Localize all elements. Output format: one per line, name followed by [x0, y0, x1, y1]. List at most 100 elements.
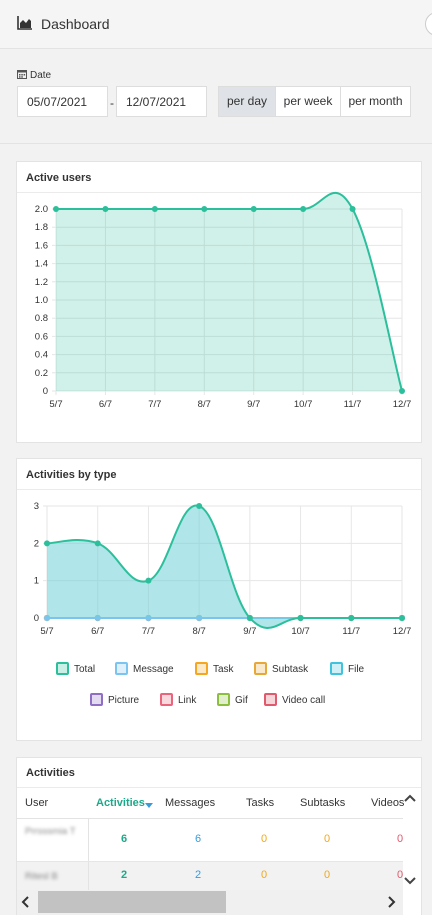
table-row[interactable]: [17, 819, 403, 862]
y-tick-label: 3: [34, 501, 39, 512]
legend-label: Link: [178, 695, 197, 706]
x-tick-label: 8/7: [198, 399, 211, 410]
legend-swatch: [330, 662, 343, 675]
legend-item[interactable]: Message: [115, 662, 174, 675]
data-point: [94, 540, 101, 547]
scroll-down-icon[interactable]: [404, 874, 416, 886]
series-area: [47, 505, 402, 628]
legend-item[interactable]: Link: [160, 693, 196, 706]
scroll-left-icon[interactable]: [20, 896, 32, 908]
page-header: Dashboard: [0, 0, 432, 49]
legend-label: File: [348, 664, 365, 675]
activities-title: Activities: [26, 767, 75, 779]
activities-by-type-chart: 3 2 1 05/7 6/7 7/7 8/7 9/7 10/7 11/7 12/7: [34, 501, 412, 637]
sort-desc-icon[interactable]: [145, 803, 153, 808]
per-day-button[interactable]: per day: [218, 86, 276, 117]
y-tick-label: 0.4: [35, 350, 48, 361]
y-tick-label: 0.8: [35, 313, 48, 324]
data-point: [196, 503, 203, 509]
legend-item[interactable]: Gif: [217, 693, 248, 706]
scroll-right-icon[interactable]: [385, 896, 397, 908]
area-chart-icon: [17, 16, 33, 33]
legend-item[interactable]: Video call: [264, 693, 325, 706]
legend-swatch: [254, 662, 267, 675]
legend-item[interactable]: File: [330, 662, 364, 675]
x-tick-label: 5/7: [49, 399, 62, 410]
data-point: [250, 206, 257, 212]
cell-subtasks: 0: [323, 833, 331, 845]
cell-videos: 0: [396, 833, 404, 845]
legend-swatch: [264, 693, 277, 706]
y-tick-label: 1.8: [35, 222, 48, 233]
date-label-text: Date: [30, 70, 52, 81]
per-week-button[interactable]: per week: [275, 86, 341, 117]
x-tick-label: 10/7: [291, 626, 310, 637]
divider: [0, 143, 432, 144]
card-divider: [17, 192, 421, 193]
legend-label: Picture: [108, 695, 140, 706]
calendar-icon: [17, 70, 27, 79]
data-point: [246, 615, 253, 621]
y-tick-label: 1.0: [35, 295, 48, 306]
date-from-input[interactable]: 05/07/2021: [17, 86, 108, 117]
scroll-up-icon[interactable]: [404, 793, 416, 805]
table-header-divider: [17, 818, 403, 819]
cell-tasks: 0: [260, 833, 268, 845]
column-header-activities[interactable]: Activities: [96, 797, 145, 809]
data-point: [300, 206, 307, 212]
x-tick-label: 7/7: [148, 399, 161, 410]
date-to-input[interactable]: 12/07/2021: [116, 86, 207, 117]
column-header-messages[interactable]: Messages: [165, 797, 216, 809]
legend-swatch: [160, 693, 173, 706]
legend-swatch: [217, 693, 230, 706]
scrollbar-thumb[interactable]: [38, 891, 226, 913]
legend-item[interactable]: Picture: [90, 693, 139, 706]
user-menu-button[interactable]: [425, 12, 432, 36]
x-tick-label: 6/7: [99, 399, 112, 410]
data-point: [44, 540, 50, 547]
y-tick-label: 1.6: [35, 240, 48, 251]
y-tick-label: 0.2: [35, 368, 48, 379]
active-users-chart: 2.0 1.8 1.6 1.4 1.2 1.0 0.8 0.6 0.4 0.2 05/7 6/7 7/7…: [35, 191, 411, 410]
x-tick-label: 9/7: [247, 399, 260, 410]
activities-by-type-title: Activities by type: [26, 469, 117, 481]
legend-item[interactable]: Task: [195, 662, 234, 675]
legend-label: Total: [74, 664, 96, 675]
data-point: [399, 615, 405, 621]
x-tick-label: 5/7: [40, 626, 53, 637]
data-point: [145, 577, 152, 584]
data-point: [348, 615, 355, 621]
data-point: [399, 388, 405, 394]
legend-label: Video call: [282, 695, 326, 706]
y-tick-label: 0: [43, 386, 48, 397]
column-header-videos[interactable]: Videos: [371, 797, 405, 809]
cell-videos: 0: [396, 869, 404, 881]
legend-label: Task: [213, 664, 234, 675]
series-line: [46, 504, 402, 629]
data-point: [349, 206, 356, 212]
per-month-button[interactable]: per month: [340, 86, 411, 117]
data-point: [53, 206, 59, 212]
active-users-title: Active users: [26, 172, 92, 184]
y-tick-label: 0: [34, 613, 39, 624]
legend-item[interactable]: Total: [56, 662, 95, 675]
date-separator: -: [110, 96, 114, 110]
cell-messages: 6: [194, 833, 202, 845]
legend-swatch: [56, 662, 69, 675]
x-tick-label: 10/7: [294, 399, 313, 410]
data-point: [151, 206, 158, 212]
legend-label: Gif: [235, 695, 248, 706]
column-header-user[interactable]: User: [25, 797, 49, 809]
legend-item[interactable]: Subtask: [254, 662, 308, 675]
x-tick-label: 12/7: [393, 626, 412, 637]
column-header-tasks[interactable]: Tasks: [246, 797, 275, 809]
legend-swatch: [90, 693, 103, 706]
cell-tasks: 0: [260, 869, 268, 881]
legend-label: Subtask: [272, 664, 309, 675]
y-tick-label: 0.6: [35, 331, 48, 342]
data-point: [102, 206, 109, 212]
column-header-subtasks[interactable]: Subtasks: [300, 797, 346, 809]
column-divider: [88, 819, 89, 861]
legend-swatch: [195, 662, 208, 675]
page-title: Dashboard: [41, 16, 110, 32]
